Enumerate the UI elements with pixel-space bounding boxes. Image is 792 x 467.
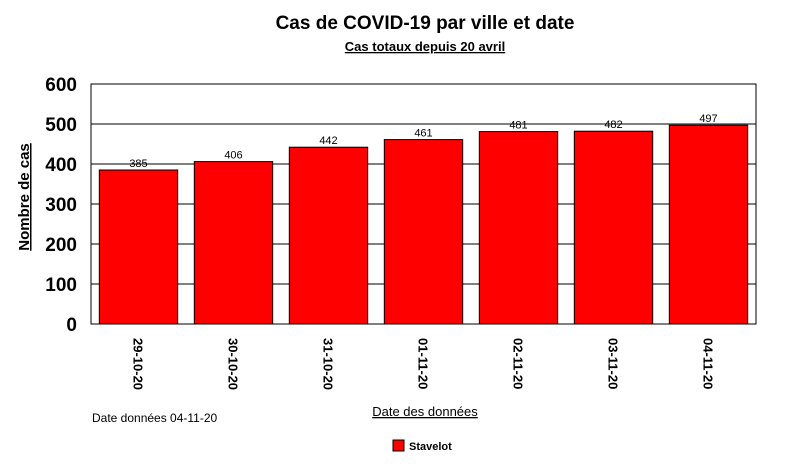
- x-axis-label: Date des données: [372, 404, 478, 419]
- plot-frame: [90, 83, 757, 325]
- bar-value-label: 497: [699, 113, 717, 125]
- bar: [573, 130, 654, 325]
- bar: [98, 169, 179, 325]
- x-tick-label: 31-10-20: [321, 338, 336, 390]
- chart-title: Cas de COVID-19 par ville et date: [276, 13, 575, 34]
- bar-value-label: 385: [129, 158, 147, 170]
- x-tick-label: 02-11-20: [511, 338, 526, 389]
- bar: [478, 131, 559, 325]
- y-tick-label: 600: [45, 75, 77, 96]
- bar-value-label: 442: [319, 135, 337, 147]
- x-axis-ticks: 29-10-20 30-10-20 31-10-20 01-11-20 02-11-20…: [131, 338, 716, 390]
- data-date-note: Date données 04-11-20: [92, 411, 218, 425]
- bar-value-label: 482: [604, 119, 622, 131]
- bar-value-label: 481: [509, 120, 527, 132]
- bar-value-label: 406: [224, 150, 242, 162]
- bar: [288, 146, 369, 325]
- x-tick-label: 04-11-20: [701, 338, 716, 389]
- y-tick-label: 0: [66, 315, 77, 336]
- bar-value-label: 461: [414, 128, 432, 140]
- y-axis-ticks: 0 100 200 300 400 500 600: [45, 75, 77, 336]
- chart-subtitle: Cas totaux depuis 20 avril: [345, 39, 505, 54]
- bar: [383, 139, 464, 325]
- bar: [193, 161, 274, 325]
- y-tick-label: 300: [45, 195, 77, 216]
- data-labels: 385 406 442 461 481 482 497: [129, 113, 717, 170]
- bar: [668, 124, 749, 325]
- legend-swatch: [392, 439, 405, 452]
- x-tick-label: 29-10-20: [131, 338, 146, 390]
- y-axis-label: Nombre de cas: [16, 143, 33, 251]
- y-tick-label: 200: [45, 235, 77, 256]
- bars: [98, 124, 749, 325]
- y-tick-label: 500: [45, 115, 77, 136]
- y-tick-label: 100: [45, 275, 77, 296]
- x-tick-label: 01-11-20: [416, 338, 431, 389]
- x-tick-label: 03-11-20: [606, 338, 621, 389]
- x-tick-label: 30-10-20: [226, 338, 241, 390]
- legend-entry: Stavelot: [409, 441, 452, 453]
- y-tick-label: 400: [45, 155, 77, 176]
